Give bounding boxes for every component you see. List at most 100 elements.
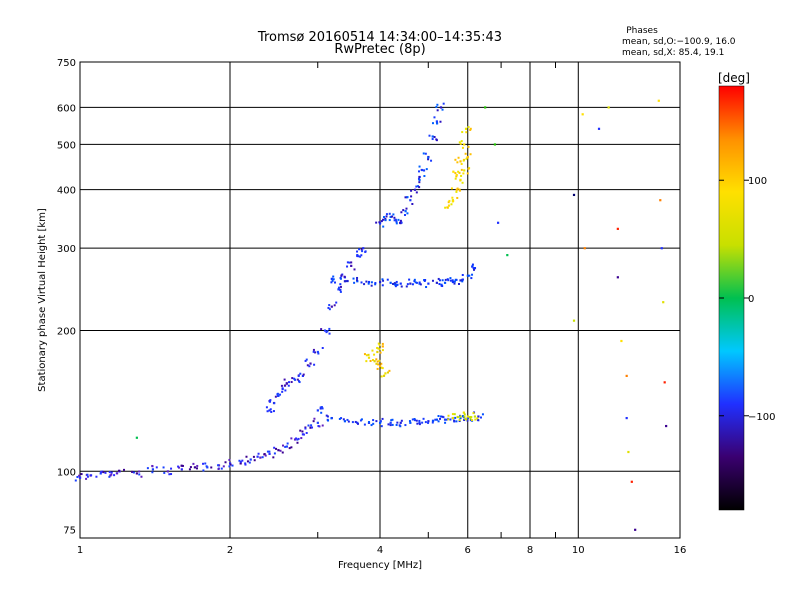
data-point (418, 165, 421, 168)
data-point (453, 280, 456, 283)
data-point (195, 467, 198, 470)
data-point (441, 285, 444, 288)
data-point (446, 278, 449, 281)
data-point (378, 221, 381, 224)
data-point (443, 418, 447, 421)
data-point (457, 156, 460, 159)
data-point (293, 377, 296, 380)
data-point (380, 220, 383, 223)
data-point (367, 280, 371, 284)
data-point (450, 203, 453, 206)
data-point (296, 438, 299, 441)
data-point (625, 416, 628, 420)
data-point (316, 350, 319, 354)
data-point (400, 285, 403, 288)
data-point (480, 416, 483, 419)
data-point (459, 160, 462, 163)
colorbar-ticks: 100 0 −100 (719, 176, 775, 423)
data-point (350, 264, 353, 267)
data-point (421, 169, 424, 172)
data-point (264, 454, 267, 457)
data-point (427, 420, 430, 423)
data-point (439, 106, 443, 109)
data-point (464, 417, 467, 420)
data-point (382, 225, 385, 228)
y-tick-label: 750 (57, 58, 76, 69)
data-point (472, 267, 475, 270)
data-point (385, 213, 388, 216)
data-point (272, 456, 275, 459)
data-point (365, 280, 368, 283)
data-point (355, 279, 358, 282)
data-point (363, 423, 366, 426)
data-point (358, 248, 361, 251)
data-point (466, 156, 469, 159)
data-point (220, 467, 223, 470)
data-point (406, 212, 409, 215)
data-point (332, 278, 335, 281)
data-point (359, 255, 362, 258)
data-point (408, 278, 411, 281)
data-point (378, 359, 381, 362)
data-point (417, 170, 420, 173)
data-point (389, 421, 392, 424)
data-point (276, 392, 279, 395)
data-point (377, 347, 380, 350)
data-point (461, 273, 464, 276)
data-point (413, 280, 416, 283)
data-point (414, 281, 417, 284)
data-point (415, 281, 418, 284)
data-point (360, 254, 363, 257)
data-point (304, 427, 307, 430)
data-point (431, 138, 434, 141)
y-tick-label: 75 (63, 526, 76, 537)
y-axis-label: Stationary phase Virtual Height [km] (37, 208, 48, 392)
data-point (298, 380, 301, 383)
data-point (465, 157, 468, 160)
data-point (427, 156, 430, 159)
data-point (388, 212, 391, 215)
data-point (248, 461, 251, 464)
data-point (469, 153, 472, 156)
data-point (85, 477, 88, 480)
data-point (439, 417, 442, 420)
data-point (439, 415, 442, 418)
data-point (406, 196, 409, 199)
data-point (151, 465, 154, 468)
data-point (481, 413, 484, 416)
data-point (421, 421, 424, 424)
data-point (458, 189, 461, 192)
data-point (293, 438, 297, 441)
data-point (229, 462, 232, 465)
data-point (392, 213, 395, 216)
data-point (402, 209, 405, 212)
data-point (385, 215, 388, 218)
data-point (409, 199, 412, 202)
data-point (380, 362, 383, 365)
data-point (395, 284, 398, 287)
data-point (291, 377, 294, 380)
data-point (316, 421, 319, 424)
data-point (422, 169, 426, 172)
data-point (418, 419, 421, 422)
data-point (321, 424, 324, 427)
data-point (224, 461, 227, 464)
data-point (370, 424, 373, 427)
data-point (458, 171, 461, 174)
data-point (284, 389, 287, 392)
data-point (470, 416, 473, 419)
data-point (376, 360, 379, 363)
data-point (395, 222, 398, 225)
data-point (360, 418, 363, 421)
data-point (178, 466, 181, 469)
data-point (467, 126, 470, 129)
data-point (346, 265, 349, 268)
data-point (466, 415, 469, 418)
x-axis-label: Frequency [MHz] (338, 560, 422, 571)
data-point (418, 178, 421, 181)
data-point (424, 152, 427, 155)
data-point (138, 473, 141, 476)
data-point (367, 282, 370, 285)
y-tick-label: 500 (57, 140, 76, 151)
data-point (377, 342, 380, 345)
